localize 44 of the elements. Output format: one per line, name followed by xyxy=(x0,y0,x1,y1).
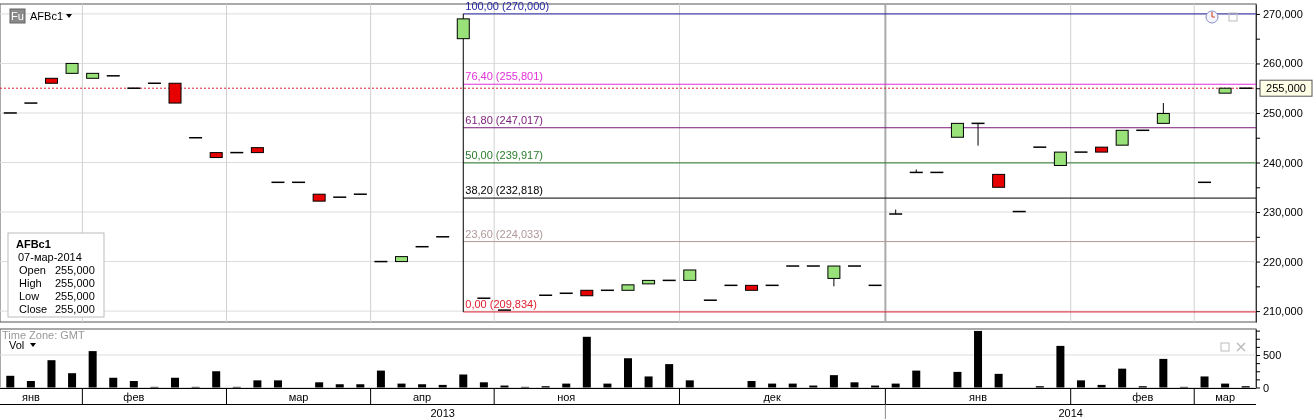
annotation: Close xyxy=(19,303,48,315)
annotation: 255,000 xyxy=(55,264,95,276)
y-tick-label: 230,000 xyxy=(1263,206,1303,219)
x-tick-label: фев xyxy=(123,390,145,403)
candlestick xyxy=(1156,102,1170,124)
annotation: High xyxy=(19,277,42,289)
ref-line-label: 61,80 (247,017) xyxy=(465,113,543,126)
y-tick-label: 250,000 xyxy=(1263,106,1303,119)
y-tick-label: 0 xyxy=(1263,381,1270,394)
text: 2014 xyxy=(1058,406,1083,419)
annotation: 07-мар-2014 xyxy=(18,251,82,263)
y-tick-label: 270,000 xyxy=(1263,7,1303,20)
annotation: 255,000 xyxy=(55,303,95,315)
x-tick-label: янв xyxy=(969,390,988,403)
text: AFBc1 xyxy=(30,10,64,22)
text: Vol xyxy=(9,339,25,351)
annotation: Low xyxy=(19,290,40,302)
text: 2013 xyxy=(430,406,455,419)
ref-line-label: 0,00 (209,834) xyxy=(465,297,537,310)
ref-line-label: 23,60 (224,033) xyxy=(465,227,543,240)
y-tick-label: 210,000 xyxy=(1263,305,1303,318)
annotation: 255,000 xyxy=(55,277,95,289)
ref-line-label: 100,00 (270,000) xyxy=(465,0,550,12)
annotation: 255,000 xyxy=(55,290,95,302)
x-tick-label: мар xyxy=(1215,390,1236,403)
x-tick-label: дек xyxy=(763,390,781,403)
x-tick-label: фев xyxy=(1132,390,1154,403)
y-tick-label: 220,000 xyxy=(1263,255,1303,268)
candlestick xyxy=(168,82,182,104)
x-tick-label: апр xyxy=(413,390,432,403)
annotation: Open xyxy=(19,264,46,276)
annotation: Time Zone: GMT xyxy=(2,329,85,341)
x-tick-label: мар xyxy=(288,390,309,403)
ref-line-label: 255,000 xyxy=(1266,82,1306,95)
y-tick-label: 500 xyxy=(1263,349,1282,362)
ref-line-label: 38,20 (232,818) xyxy=(465,184,543,197)
ref-line-label: 76,40 (255,801) xyxy=(465,70,543,83)
y-tick-label: 240,000 xyxy=(1263,156,1303,169)
ref-line-label: 50,00 (239,917) xyxy=(465,148,543,161)
x-tick-label: янв xyxy=(21,390,40,403)
x-tick-label: ноя xyxy=(557,390,576,403)
annotation: AFBc1 xyxy=(16,238,51,250)
candlestick xyxy=(827,265,841,287)
y-tick-label: 260,000 xyxy=(1263,57,1303,70)
